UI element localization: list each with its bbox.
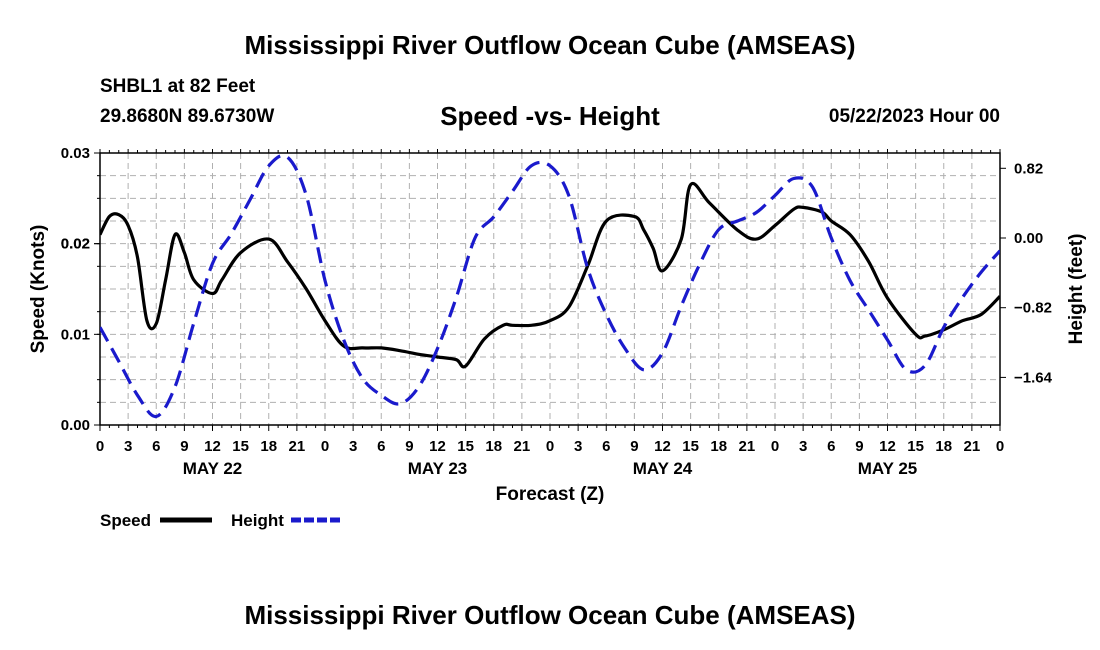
y-tick-label: 0.00: [61, 417, 90, 434]
x-tick-label: 9: [180, 438, 188, 455]
x-tick-label: 0: [546, 438, 554, 455]
speed-height-chart: 0 3 6 9 12 15 18 21 0 3 6 9 12 15 18 21 0 3 6 9 12 15 18 21 0 3 6 9…: [28, 145, 1087, 530]
day-label: MAY 24: [633, 459, 693, 478]
second-chart-title: Mississippi River Outflow Ocean Cube (AM…: [244, 600, 856, 630]
x-tick-label: 0: [771, 438, 779, 455]
x-tick-label: 6: [602, 438, 610, 455]
day-label: MAY 25: [858, 459, 918, 478]
x-tick-label: 15: [457, 438, 474, 455]
x-tick-label: 12: [654, 438, 671, 455]
x-tick-label: 15: [682, 438, 699, 455]
series-line-height: [100, 153, 1000, 419]
y-axis-title: Speed (Knots): [28, 225, 49, 354]
x-tick-label: 21: [514, 438, 531, 455]
station-label: SHBL1 at 82 Feet: [100, 76, 256, 97]
x-tick-label: 21: [289, 438, 306, 455]
x-tick-label: 12: [429, 438, 446, 455]
y-tick-label: 0.01: [61, 326, 90, 343]
x-tick-label: 18: [485, 438, 502, 455]
x-tick-label: 18: [710, 438, 727, 455]
x-tick-label: 21: [739, 438, 756, 455]
y2-tick-label: −1.64: [1014, 369, 1053, 386]
series-line-speed: [100, 181, 1000, 369]
x-tick-label: 3: [124, 438, 132, 455]
x-axis-title: Forecast (Z): [496, 484, 605, 505]
x-tick-label: 21: [964, 438, 981, 455]
day-label: MAY 22: [183, 459, 243, 478]
x-tick-label: 15: [232, 438, 249, 455]
legend-label-speed: Speed: [100, 511, 151, 530]
day-label: MAY 23: [408, 459, 468, 478]
y-tick-label: 0.02: [61, 236, 90, 253]
chart-subtitle: Speed -vs- Height: [440, 101, 660, 131]
x-tick-label: 6: [152, 438, 160, 455]
x-tick-label: 12: [879, 438, 896, 455]
x-tick-label: 15: [907, 438, 924, 455]
grid-lines: [100, 153, 1000, 425]
x-tick-label: 9: [405, 438, 413, 455]
x-tick-label: 3: [799, 438, 807, 455]
y2-tick-label: 0.82: [1014, 160, 1043, 177]
x-tick-label: 3: [574, 438, 582, 455]
y2-tick-label: 0.00: [1014, 230, 1043, 247]
x-tick-label: 6: [827, 438, 835, 455]
x-tick-label: 0: [321, 438, 329, 455]
x-tick-label: 12: [204, 438, 221, 455]
x-tick-label: 9: [855, 438, 863, 455]
y-tick-label: 0.02: [61, 236, 90, 253]
x-tick-label: 6: [377, 438, 385, 455]
x-tick-label: 18: [260, 438, 277, 455]
x-tick-label: 3: [349, 438, 357, 455]
x-tick-label: 18: [935, 438, 952, 455]
chart-main-title: Mississippi River Outflow Ocean Cube (AM…: [244, 30, 856, 60]
x-tick-label: 0: [96, 438, 104, 455]
legend-label-height: Height: [231, 511, 284, 530]
x-tick-label: 0: [996, 438, 1004, 455]
x-tick-label: 9: [630, 438, 638, 455]
station-coordinates: 29.8680N 89.6730W: [100, 106, 275, 127]
y2-tick-label: −0.82: [1014, 300, 1052, 317]
y2-axis-title: Height (feet): [1066, 234, 1087, 345]
forecast-datetime: 05/22/2023 Hour 00: [828, 106, 1000, 127]
y-tick-label: 0.03: [61, 145, 90, 162]
